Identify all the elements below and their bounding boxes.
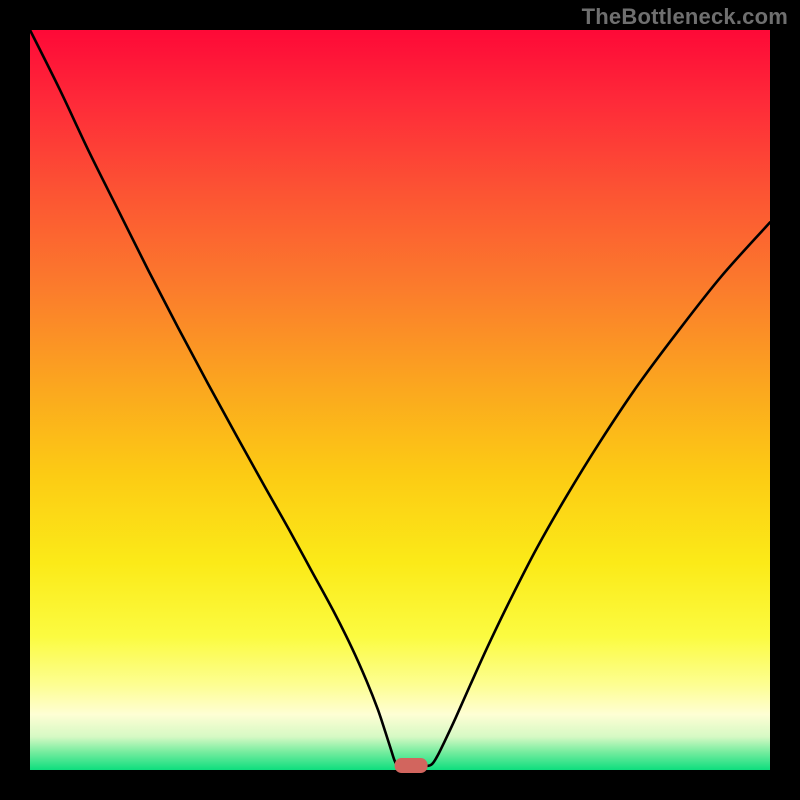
chart-stage: { "watermark": { "text": "TheBottleneck.…	[0, 0, 800, 800]
watermark-text: TheBottleneck.com	[582, 4, 788, 30]
plot-background	[30, 30, 770, 770]
trough-marker	[395, 758, 428, 773]
bottleneck-chart	[0, 0, 800, 800]
